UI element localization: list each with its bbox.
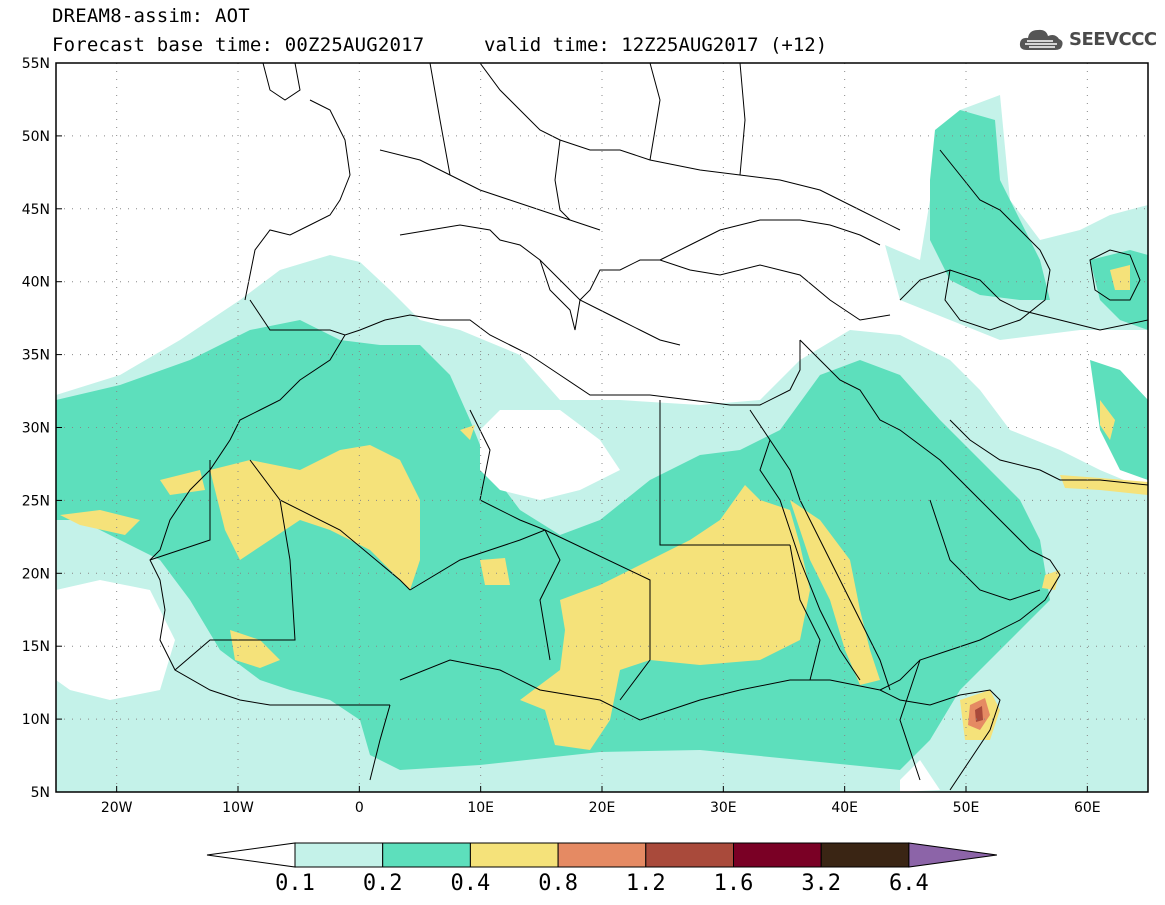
lat-tick-label: 5N bbox=[31, 785, 50, 801]
lon-tick-label: 20E bbox=[589, 800, 616, 816]
valid-time: valid time: 12Z25AUG2017 (+12) bbox=[484, 34, 828, 56]
seevccc-logo: SEEVCCC bbox=[1017, 22, 1157, 56]
cloud-icon bbox=[1019, 29, 1063, 50]
lon-tick-label: 60E bbox=[1074, 800, 1101, 816]
latitude-labels: 55N 50N 45N 40N 35N 30N 25N 20N 15N 10N 5N bbox=[22, 56, 50, 801]
colorbar-label: 0.2 bbox=[362, 871, 403, 896]
map-panel bbox=[56, 63, 1148, 792]
colorbar-box bbox=[294, 842, 384, 868]
lon-tick-label: 0 bbox=[355, 800, 364, 816]
axis-ticks bbox=[56, 62, 1088, 793]
lat-tick-label: 50N bbox=[22, 129, 50, 145]
colorbar-label: 0.4 bbox=[450, 871, 491, 896]
colorbar bbox=[206, 842, 997, 868]
chart-title: DREAM8-assim: AOT bbox=[52, 5, 250, 27]
lon-tick-label: 10W bbox=[222, 800, 254, 816]
aot-clear-areas bbox=[56, 380, 1060, 792]
colorbar-label: 1.2 bbox=[625, 871, 666, 896]
lat-tick-label: 45N bbox=[22, 202, 50, 218]
colorbar-label: 0.1 bbox=[275, 871, 315, 896]
colorbar-high-arrow bbox=[908, 842, 997, 868]
lat-tick-label: 30N bbox=[22, 421, 50, 437]
lon-tick-label: 40E bbox=[831, 800, 858, 816]
lat-tick-label: 25N bbox=[22, 493, 50, 509]
colorbar-label: 3.2 bbox=[801, 871, 842, 896]
colorbar-box bbox=[469, 842, 559, 868]
colorbar-box bbox=[645, 842, 734, 868]
lat-tick-label: 40N bbox=[22, 275, 50, 291]
lat-tick-label: 10N bbox=[22, 712, 50, 728]
colorbar-label: 6.4 bbox=[889, 871, 929, 896]
lon-tick-label: 50E bbox=[953, 800, 980, 816]
colorbar-label: 0.8 bbox=[538, 871, 578, 896]
forecast-base-time: Forecast base time: 00Z25AUG2017 bbox=[52, 34, 425, 56]
lon-tick-label: 20W bbox=[101, 800, 133, 816]
aot-peak bbox=[968, 698, 990, 730]
coastlines-borders bbox=[149, 63, 1148, 791]
colorbar-low-arrow bbox=[206, 842, 296, 868]
lat-tick-label: 15N bbox=[22, 639, 50, 655]
lat-tick-label: 55N bbox=[22, 56, 50, 72]
colorbar-box bbox=[820, 842, 910, 868]
lat-tick-label: 35N bbox=[22, 348, 50, 364]
colorbar-box bbox=[557, 842, 647, 868]
colorbar-label: 1.6 bbox=[713, 871, 754, 896]
lat-tick-label: 20N bbox=[22, 566, 50, 582]
logo-text: SEEVCCC bbox=[1069, 28, 1157, 50]
longitude-labels: 20W 10W 0 10E 20E 30E 40E 50E 60E bbox=[101, 800, 1101, 816]
lon-tick-label: 10E bbox=[467, 800, 494, 816]
colorbar-box bbox=[733, 842, 822, 868]
colorbar-box bbox=[382, 842, 471, 868]
lon-tick-label: 30E bbox=[710, 800, 737, 816]
